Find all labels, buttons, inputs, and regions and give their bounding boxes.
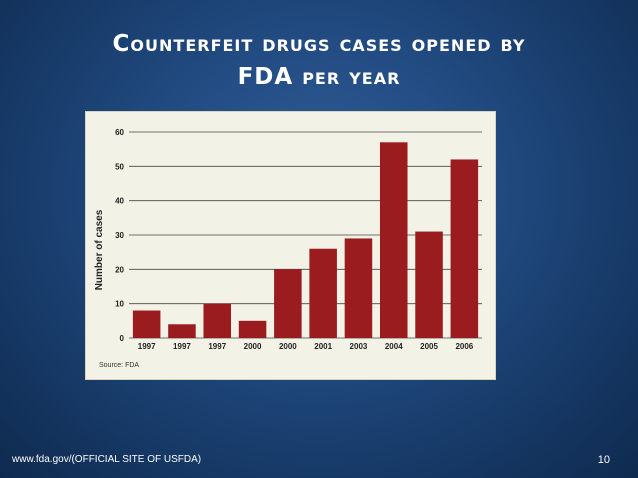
bar xyxy=(450,159,479,338)
y-tick-label: 50 xyxy=(115,162,124,171)
bar xyxy=(274,269,302,338)
bars xyxy=(132,142,479,338)
y-tick-label: 10 xyxy=(115,300,124,309)
chart-panel: 0 10 20 30 40 50 60 1997 1997 1997 2000 2000 2001 20… xyxy=(85,111,496,380)
x-tick-label: 1997 xyxy=(138,342,156,351)
grid-layer xyxy=(129,131,482,339)
x-tick-label: 2006 xyxy=(455,342,473,351)
bar xyxy=(132,310,161,338)
x-tick-label: 2000 xyxy=(244,342,262,351)
bar xyxy=(168,324,196,338)
x-tick-label: 2000 xyxy=(279,342,297,351)
bar xyxy=(238,320,267,338)
y-tick-label: 0 xyxy=(120,334,125,343)
x-tick-label: 2004 xyxy=(385,342,403,351)
x-tick-label: 2005 xyxy=(420,342,438,351)
x-tick-label: 1997 xyxy=(208,342,226,351)
bar xyxy=(379,142,408,338)
x-tick-label: 1997 xyxy=(173,342,191,351)
x-tick-label: 2001 xyxy=(314,342,332,351)
bar xyxy=(415,231,443,338)
x-tick-labels: 1997 1997 1997 2000 2000 2001 2003 2004 2005 2006 xyxy=(138,342,474,351)
y-tick-labels: 0 10 20 30 40 50 60 xyxy=(115,128,124,343)
x-tick-label: 2003 xyxy=(350,342,368,351)
bar xyxy=(344,238,373,338)
bar xyxy=(309,248,337,338)
slide-number: 10 xyxy=(597,454,610,466)
chart-source: Source: FDA xyxy=(99,362,139,369)
slide-title: Counterfeit drugs cases opened by FDA pe… xyxy=(0,28,638,94)
y-axis-label: Number of cases xyxy=(94,209,105,290)
slide-title-line-1: Counterfeit drugs cases opened by xyxy=(112,31,526,57)
footer-source: www.fda.gov/(OFFICIAL SITE OF USFDA) xyxy=(12,454,202,465)
bar-chart: 0 10 20 30 40 50 60 1997 1997 1997 2000 2000 2001 20… xyxy=(94,128,482,369)
y-tick-label: 60 xyxy=(115,128,124,137)
y-tick-label: 30 xyxy=(115,231,124,240)
bar xyxy=(203,303,232,338)
y-tick-label: 20 xyxy=(115,265,124,274)
slide-title-line-2: FDA per year xyxy=(237,64,401,90)
y-tick-label: 40 xyxy=(115,197,124,206)
